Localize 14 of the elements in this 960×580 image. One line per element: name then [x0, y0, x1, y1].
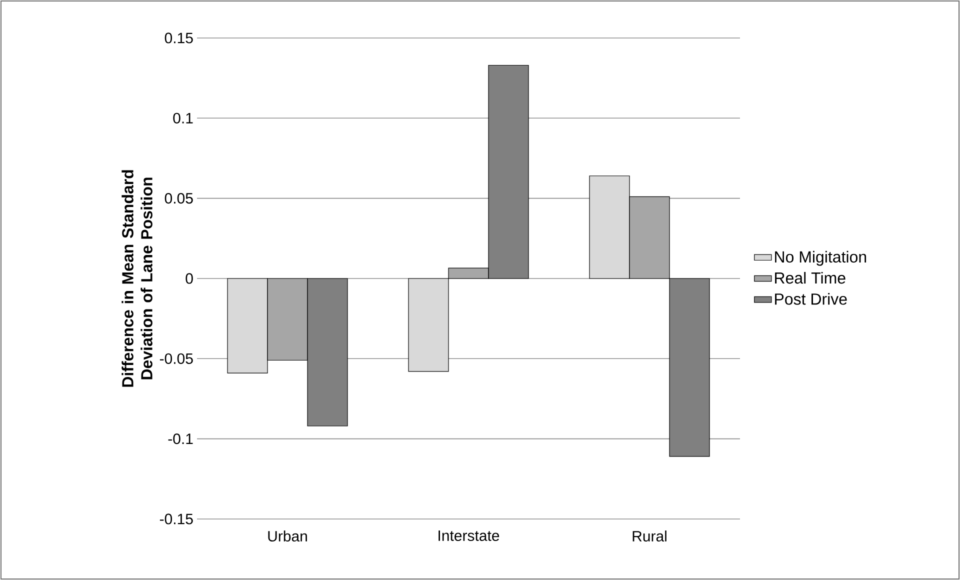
- y-tick-label: 0.1: [173, 112, 193, 124]
- y-tick-label: -0.1: [168, 434, 193, 444]
- legend-label: Real Time: [775, 272, 846, 284]
- y-tick-label: 0.15: [164, 32, 193, 44]
- y-tick-label: 0.05: [164, 193, 193, 204]
- y-tick-label: -0.15: [160, 514, 193, 524]
- x-tick-label: Urban: [268, 530, 307, 542]
- y-tick-label: -0.05: [160, 353, 193, 364]
- x-tick-label: Interstate: [438, 530, 500, 541]
- legend-label: No Migitation: [775, 250, 866, 266]
- y-tick-label: 0: [186, 273, 193, 284]
- x-tick-label: Rural: [632, 530, 666, 542]
- legend-label: Post Drive: [775, 293, 847, 305]
- y-axis-title: Difference in Mean Standard Deviation of Lane Position: [122, 170, 152, 387]
